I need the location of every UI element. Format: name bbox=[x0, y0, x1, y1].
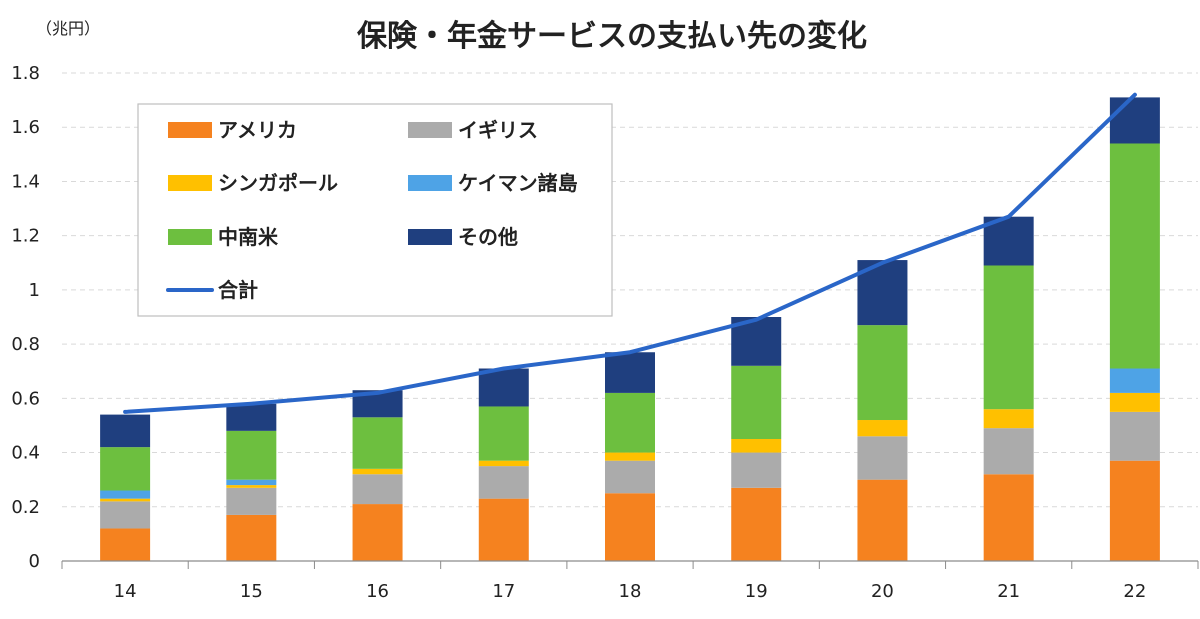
bar-segment bbox=[226, 403, 277, 431]
bar-segment bbox=[983, 474, 1034, 561]
bar-segment bbox=[731, 439, 782, 453]
bar-segment bbox=[1109, 460, 1160, 561]
bar-segment bbox=[100, 501, 151, 529]
bar-segment bbox=[100, 498, 151, 502]
x-tick-label: 21 bbox=[997, 581, 1020, 602]
bar-segment bbox=[605, 392, 655, 453]
x-tick-label: 15 bbox=[240, 581, 263, 602]
bars bbox=[100, 97, 1160, 561]
legend-label: アメリカ bbox=[218, 118, 297, 142]
y-tick-label: 0.2 bbox=[11, 497, 40, 518]
bar-segment bbox=[857, 420, 908, 437]
x-tick-label: 18 bbox=[619, 581, 642, 602]
legend-swatch bbox=[168, 175, 212, 191]
y-tick-label: 1.8 bbox=[11, 63, 40, 84]
unit-label: （兆円） bbox=[36, 19, 100, 38]
legend-swatch bbox=[408, 175, 452, 191]
y-tick-label: 0.4 bbox=[11, 443, 40, 464]
bar-segment bbox=[983, 265, 1034, 410]
y-tick-label: 1.6 bbox=[11, 117, 40, 138]
legend-label: イギリス bbox=[458, 118, 538, 142]
bar-segment bbox=[857, 325, 908, 421]
legend-label: その他 bbox=[458, 225, 518, 249]
bar-segment bbox=[100, 490, 151, 499]
bar-segment bbox=[857, 479, 908, 561]
x-tick-label: 14 bbox=[114, 581, 137, 602]
bar-segment bbox=[226, 430, 277, 480]
bar-segment bbox=[226, 479, 277, 486]
bar-segment bbox=[605, 352, 655, 393]
bar-segment bbox=[478, 406, 529, 461]
bar-segment bbox=[605, 460, 655, 494]
x-tick-label: 20 bbox=[871, 581, 894, 602]
y-axis-ticks: 0 0.2 0.4 0.6 0.8 1 1.2 1.4 1.6 1.8 bbox=[11, 63, 40, 572]
bar-segment bbox=[352, 468, 403, 475]
x-axis bbox=[61, 560, 1199, 569]
bar-segment bbox=[1109, 368, 1160, 393]
bar-segment bbox=[478, 498, 529, 561]
bar-segment bbox=[226, 487, 277, 515]
y-tick-label: 1.4 bbox=[11, 171, 40, 192]
bar-segment bbox=[857, 436, 908, 480]
x-tick-label: 17 bbox=[492, 581, 515, 602]
y-tick-label: 1 bbox=[29, 280, 40, 301]
y-tick-label: 1.2 bbox=[11, 226, 40, 247]
bar-segment bbox=[352, 504, 403, 561]
legend-label: 合計 bbox=[218, 278, 258, 302]
bar-segment bbox=[478, 460, 529, 467]
bar-segment bbox=[731, 365, 782, 439]
chart-title: 保険・年金サービスの支払い先の変化 bbox=[357, 19, 867, 54]
legend-swatch bbox=[168, 122, 212, 138]
legend-label: ケイマン諸島 bbox=[458, 171, 578, 195]
bar-segment bbox=[983, 428, 1034, 475]
bar-segment bbox=[352, 417, 403, 469]
bar-segment bbox=[1109, 97, 1160, 144]
bar-segment bbox=[1109, 143, 1160, 369]
bar-segment bbox=[1109, 392, 1160, 412]
legend-swatch bbox=[408, 229, 452, 245]
bar-segment bbox=[478, 368, 529, 407]
y-tick-label: 0.6 bbox=[11, 388, 40, 409]
bar-segment bbox=[731, 452, 782, 488]
legend-swatch bbox=[168, 229, 212, 245]
legend-swatch bbox=[408, 122, 452, 138]
legend-label: 中南米 bbox=[218, 225, 279, 249]
y-tick-label: 0 bbox=[29, 551, 40, 572]
y-tick-label: 0.8 bbox=[11, 334, 40, 355]
bar-segment bbox=[352, 474, 403, 505]
legend-label: シンガポール bbox=[218, 171, 338, 195]
x-tick-label: 16 bbox=[366, 581, 389, 602]
bar-segment bbox=[100, 447, 151, 491]
bar-segment bbox=[100, 528, 151, 561]
bar-segment bbox=[478, 466, 529, 499]
legend-box bbox=[137, 103, 613, 317]
bar-segment bbox=[226, 514, 277, 561]
bar-segment bbox=[1109, 411, 1160, 461]
bar-segment bbox=[100, 414, 151, 448]
total-series-line bbox=[123, 92, 1137, 414]
bar-segment bbox=[605, 452, 655, 461]
bar-segment bbox=[731, 487, 782, 561]
bar-segment bbox=[226, 485, 277, 488]
x-tick-label: 19 bbox=[745, 581, 768, 602]
bar-segment bbox=[605, 493, 655, 561]
bar-segment bbox=[983, 409, 1034, 429]
x-tick-label: 22 bbox=[1123, 581, 1146, 602]
total-line bbox=[123, 92, 1137, 414]
x-axis-ticks: 14 15 16 17 18 19 20 21 22 bbox=[114, 581, 1147, 602]
